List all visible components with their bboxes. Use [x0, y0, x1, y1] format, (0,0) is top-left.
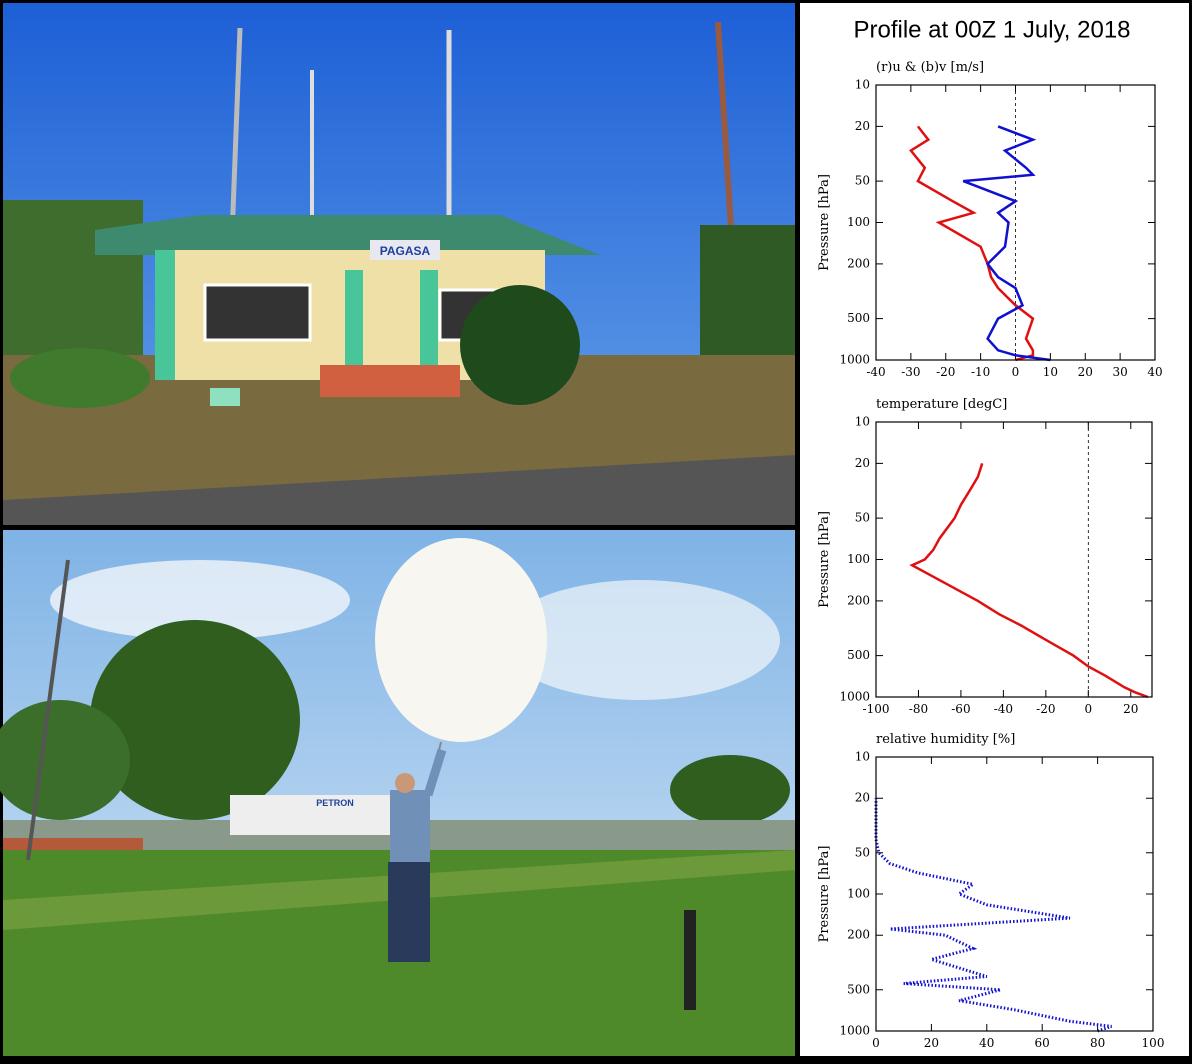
y-tick-label: 100 [847, 215, 870, 229]
y-axis-label: Pressure [hPa] [817, 846, 832, 943]
x-tick-label: -80 [909, 702, 928, 716]
y-tick-label: 50 [855, 511, 870, 525]
x-tick-label: 0 [872, 1036, 880, 1050]
y-tick-label: 200 [847, 256, 870, 270]
y-tick-label: 500 [847, 311, 870, 325]
x-tick-label: 30 [1112, 365, 1127, 379]
y-axis-label: Pressure [hPa] [817, 174, 832, 271]
profile-line [909, 125, 1035, 362]
x-tick-label: -30 [901, 365, 920, 379]
x-tick-label: -60 [951, 702, 970, 716]
y-tick-label: 200 [847, 593, 870, 607]
x-tick-label: 20 [924, 1036, 939, 1050]
x-tick-label: -40 [866, 365, 885, 379]
plot-frame [875, 756, 1154, 1032]
x-tick-label: 0 [1084, 702, 1092, 716]
x-tick-label: 60 [1035, 1036, 1050, 1050]
truck-text: PETRON [316, 798, 354, 808]
y-tick-label: 100 [847, 552, 870, 566]
y-tick-label: 1000 [839, 353, 870, 367]
y-tick-label: 50 [855, 174, 870, 188]
profile-line [962, 125, 1051, 362]
balloon-photo: PETRON [0, 530, 795, 1056]
x-tick-label: -10 [971, 365, 990, 379]
y-tick-label: 10 [855, 78, 870, 92]
y-tick-label: 20 [855, 119, 870, 133]
x-tick-label: 0 [1012, 365, 1020, 379]
x-tick-label: 20 [1123, 702, 1138, 716]
x-tick-label: 20 [1078, 365, 1093, 379]
x-tick-label: 40 [1147, 365, 1162, 379]
profile-line [874, 798, 1112, 1033]
y-tick-label: 50 [855, 845, 870, 859]
chart-title: (r)u & (b)v [m/s] [876, 60, 984, 75]
x-tick-label: 100 [1142, 1036, 1165, 1050]
x-tick-label: -40 [994, 702, 1013, 716]
x-tick-label: -20 [1036, 702, 1055, 716]
y-tick-label: 10 [855, 750, 870, 764]
y-tick-label: 500 [847, 648, 870, 662]
y-tick-label: 500 [847, 982, 870, 996]
x-tick-label: 80 [1090, 1036, 1105, 1050]
y-tick-label: 10 [855, 415, 870, 429]
plot-frame [875, 421, 1153, 698]
plot-frame [875, 84, 1156, 361]
y-axis-label: Pressure [hPa] [817, 511, 832, 608]
chart-title: relative humidity [%] [876, 732, 1015, 747]
x-tick-label: -20 [936, 365, 955, 379]
chart-title: temperature [degC] [876, 397, 1007, 412]
y-tick-label: 20 [855, 791, 870, 805]
x-tick-label: 40 [979, 1036, 994, 1050]
station-photo: PAGASA [3, 3, 795, 525]
sign-text: PAGASA [380, 244, 431, 258]
x-tick-label: -100 [863, 702, 890, 716]
profile-line [909, 463, 1149, 699]
y-tick-label: 20 [855, 456, 870, 470]
y-tick-label: 200 [847, 928, 870, 942]
x-tick-label: 10 [1043, 365, 1058, 379]
y-tick-label: 1000 [839, 1024, 870, 1038]
y-tick-label: 1000 [839, 690, 870, 704]
panel-title: Profile at 00Z 1 July, 2018 [853, 16, 1130, 43]
y-tick-label: 100 [847, 887, 870, 901]
